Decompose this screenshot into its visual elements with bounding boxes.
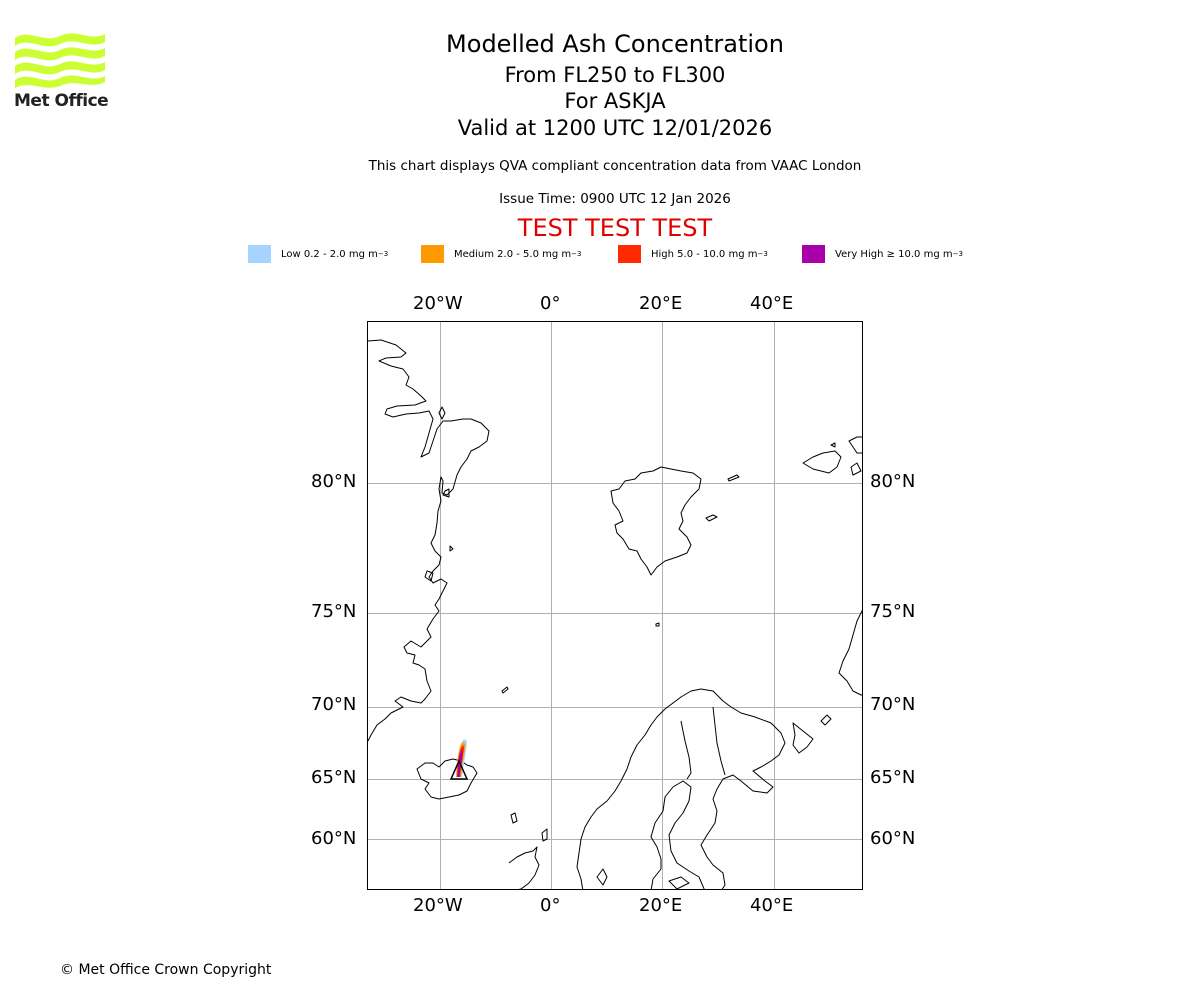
coastline-svalbard-island bbox=[705, 514, 718, 522]
coastline-franz-josef-land bbox=[802, 450, 842, 474]
lat-tick-left: 70°N bbox=[311, 694, 357, 715]
lon-tick-bottom: 20°E bbox=[639, 895, 683, 916]
lat-tick-left: 65°N bbox=[311, 767, 357, 788]
lat-tick-right: 80°N bbox=[870, 471, 916, 492]
legend-swatch-medium bbox=[421, 245, 444, 263]
lat-tick-right: 60°N bbox=[870, 828, 916, 849]
test-banner: TEST TEST TEST bbox=[517, 214, 713, 242]
lat-tick-right: 65°N bbox=[870, 767, 916, 788]
lat-tick-right: 75°N bbox=[870, 601, 916, 622]
legend-label: Very High ≥ 10.0 mg m bbox=[835, 248, 953, 260]
coastline-greenland bbox=[368, 339, 490, 742]
coastline-baltic-island bbox=[596, 868, 608, 886]
coastlines bbox=[368, 339, 862, 889]
legend-item-low: Low 0.2 - 2.0 mg m −3 bbox=[248, 244, 388, 264]
legend-label: Low 0.2 - 2.0 mg m bbox=[281, 248, 378, 260]
volcano-triangle-icon bbox=[449, 759, 469, 780]
coastline-franz-josef-land bbox=[848, 436, 862, 454]
coastline-iceland bbox=[416, 758, 478, 800]
legend-item-medium: Medium 2.0 - 5.0 mg m −3 bbox=[421, 244, 581, 264]
coastline-faroe bbox=[510, 812, 518, 824]
lon-tick-top: 0° bbox=[540, 293, 561, 314]
volcano-name: For ASKJA bbox=[564, 89, 666, 113]
coastline-svalbard-island bbox=[727, 474, 740, 482]
map-panel[interactable] bbox=[367, 321, 863, 890]
coastline-novaya-zemlya bbox=[838, 609, 862, 696]
coastline-scandinavia bbox=[576, 688, 786, 889]
legend-swatch-low bbox=[248, 245, 271, 263]
coastline-greenland-island bbox=[442, 488, 450, 498]
coastline-shetland bbox=[541, 828, 548, 842]
valid-time: Valid at 1200 UTC 12/01/2026 bbox=[457, 116, 773, 140]
lon-tick-top: 20°E bbox=[639, 293, 683, 314]
coastline-greenland-island bbox=[438, 406, 446, 420]
lon-tick-top: 20°W bbox=[413, 293, 463, 314]
met-office-waves-icon bbox=[15, 33, 105, 88]
logo-text: Met Office bbox=[14, 91, 109, 111]
legend-label: High 5.0 - 10.0 mg m bbox=[651, 248, 758, 260]
coastline-russia-border bbox=[712, 706, 726, 776]
lon-tick-bottom: 20°W bbox=[413, 895, 463, 916]
lon-tick-bottom: 40°E bbox=[750, 895, 794, 916]
chart-description: This chart displays QVA compliant concen… bbox=[368, 158, 862, 174]
issue-time: Issue Time: 0900 UTC 12 Jan 2026 bbox=[499, 191, 731, 207]
ash-plume bbox=[456, 739, 467, 777]
coastline-white-sea bbox=[792, 722, 814, 754]
coastline-jan-mayen bbox=[501, 686, 509, 694]
map-canvas[interactable] bbox=[368, 322, 863, 890]
legend-label: Medium 2.0 - 5.0 mg m bbox=[454, 248, 572, 260]
coastline-franz-josef-land bbox=[830, 442, 836, 448]
coastline-bear-island bbox=[655, 622, 660, 627]
lat-tick-left: 80°N bbox=[311, 471, 357, 492]
lat-tick-right: 70°N bbox=[870, 694, 916, 715]
lat-tick-left: 75°N bbox=[311, 601, 357, 622]
legend-item-very-high: Very High ≥ 10.0 mg m −3 bbox=[802, 244, 963, 264]
coastline-greenland-island bbox=[449, 545, 454, 552]
coastline-finland-border bbox=[680, 720, 692, 780]
copyright-notice: © Met Office Crown Copyright bbox=[60, 962, 272, 978]
legend-swatch-very-high bbox=[802, 245, 825, 263]
coastline-franz-josef-land bbox=[850, 462, 862, 476]
coastline-greenland-island bbox=[424, 570, 434, 582]
flight-level-range: From FL250 to FL300 bbox=[504, 63, 726, 87]
coastline-baltic-island bbox=[668, 876, 690, 889]
legend-swatch-high bbox=[618, 245, 641, 263]
coastline-kola-island bbox=[820, 714, 832, 726]
coastline-scotland bbox=[508, 846, 540, 889]
lon-tick-top: 40°E bbox=[750, 293, 794, 314]
coastline-gulf-of-bothnia bbox=[650, 780, 705, 889]
lon-tick-bottom: 0° bbox=[540, 895, 561, 916]
legend-item-high: High 5.0 - 10.0 mg m −3 bbox=[618, 244, 768, 264]
chart-title: Modelled Ash Concentration bbox=[446, 30, 784, 58]
lat-tick-left: 60°N bbox=[311, 828, 357, 849]
met-office-logo: Met Office bbox=[14, 30, 109, 112]
coastline-svalbard bbox=[610, 466, 702, 576]
